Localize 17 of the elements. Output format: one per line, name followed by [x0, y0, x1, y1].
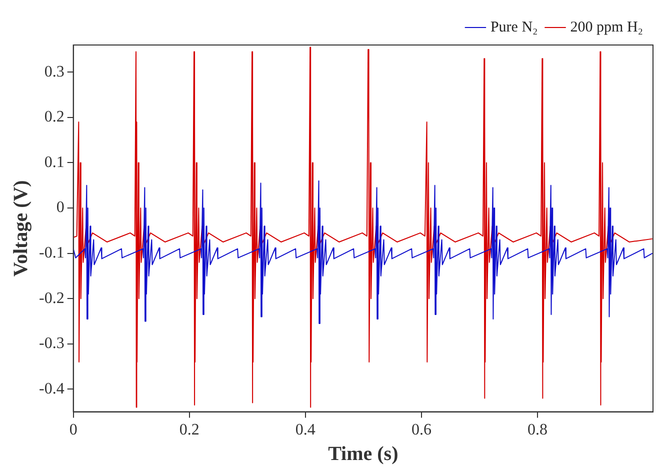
y-tick-label: -0.2: [39, 290, 64, 307]
x-tick-label: 0.8: [528, 422, 548, 439]
x-tick-label: 0.4: [295, 422, 316, 439]
legend-label: Pure N₂: [490, 19, 538, 36]
y-tick-label: 0: [56, 199, 64, 216]
y-tick-label: 0.1: [44, 154, 64, 171]
x-tick-label: 0: [69, 422, 78, 439]
x-axis-title: Time (s): [328, 443, 398, 466]
x-tick-label: 0.2: [179, 422, 200, 439]
y-tick-label: -0.3: [39, 335, 64, 352]
x-tick-label: 0.6: [411, 422, 432, 439]
y-tick-label: -0.1: [39, 244, 64, 262]
y-axis-title: Voltage (V): [10, 180, 32, 277]
y-tick-label: 0.2: [44, 108, 64, 126]
y-tick-label: -0.4: [39, 380, 64, 398]
legend-label: 200 ppm H₂: [570, 19, 644, 36]
y-tick-label: 0.3: [44, 63, 64, 80]
